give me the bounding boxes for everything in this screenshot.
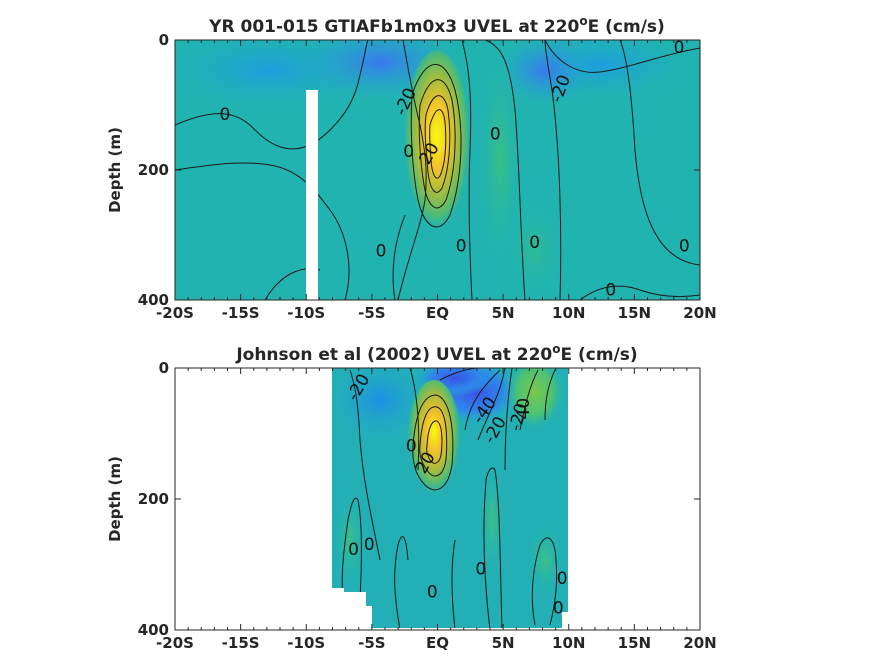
x-tick-label: EQ	[426, 304, 449, 322]
panel-1-field	[175, 40, 700, 300]
x-tick-label: 5N	[492, 304, 515, 322]
panel-1-contour	[175, 162, 350, 300]
panel-2-contour	[544, 369, 556, 421]
panel-1-contour	[424, 95, 451, 193]
panel-2-title: Johnson et al (2002) UVEL at 220oE (cm/s…	[235, 342, 637, 365]
x-tick-label: -15S	[222, 634, 260, 652]
panel-2-contour	[451, 539, 456, 628]
panel-2-title-main: Johnson et al (2002) UVEL at 220	[235, 345, 552, 365]
x-tick-label: 20N	[683, 304, 716, 322]
contour-label: 0	[456, 237, 467, 257]
contour-label: 0	[553, 598, 564, 618]
panel-1-contour	[579, 285, 700, 300]
panel-1-missing-data	[306, 90, 318, 300]
panel-1-title-tail: E (cm/s)	[588, 17, 665, 37]
x-tick-label: -10S	[287, 304, 325, 322]
contour-label: 40	[514, 398, 534, 420]
panel-2-contour	[409, 368, 420, 471]
panel-2-contour	[341, 497, 362, 621]
x-tick-label: 15N	[618, 304, 651, 322]
panel-1-contour	[484, 40, 526, 300]
panel-1-contour	[418, 79, 456, 209]
panel-1-contour	[544, 40, 562, 300]
x-tick-label: -15S	[222, 304, 260, 322]
panel-2-contour	[412, 394, 454, 491]
panel-1-y-axis-label: Depth (m)	[106, 127, 124, 213]
x-tick-label: -10S	[287, 634, 325, 652]
panel-2-contour	[477, 368, 506, 441]
panel-2-eastward-flow	[527, 520, 563, 600]
x-tick-label: -5S	[358, 304, 385, 322]
panel-2-contour	[464, 369, 501, 431]
y-tick-label: 400	[138, 291, 169, 309]
panel-1-title: YR 001-015 GTIAFb1m0x3 UVEL at 220oE (cm…	[208, 14, 665, 37]
contour-label: 0	[376, 241, 387, 261]
panel-2-x-ticks: -20S -15S -10S -5S EQ 5N 10N 15N 20N	[156, 368, 717, 652]
panel-1-contour	[461, 40, 473, 300]
x-tick-label: -20S	[156, 304, 194, 322]
x-tick-label: 20N	[683, 634, 716, 652]
panel-1-contour	[397, 40, 427, 300]
contour-label: 0	[490, 124, 501, 144]
panel-1-contour	[429, 109, 447, 179]
panel-1-westward-flow	[500, 40, 590, 105]
contour-label: 0	[403, 142, 414, 162]
panel-2-contour	[394, 536, 409, 628]
x-tick-label: 10N	[552, 634, 585, 652]
panel-1-contour	[392, 214, 406, 300]
contour-label: 0	[475, 560, 486, 580]
panel-2-contour	[349, 369, 381, 561]
panel-1-undercurrent-core	[403, 50, 471, 240]
panel-1-title-sup: o	[579, 14, 587, 28]
x-tick-label: 10N	[552, 304, 585, 322]
panel-2-contour	[531, 537, 558, 626]
x-tick-label: 5N	[492, 634, 515, 652]
panel-1-title-main: YR 001-015 GTIAFb1m0x3 UVEL at 220	[208, 17, 579, 37]
panel-2-undercurrent-core	[406, 380, 462, 510]
y-tick-label: 400	[138, 621, 169, 639]
x-tick-label: EQ	[426, 634, 449, 652]
contour-label: 0	[406, 437, 417, 457]
contour-label: 0	[529, 233, 540, 253]
panel-2-title-sup: o	[552, 342, 560, 356]
panel-2-contour	[519, 369, 539, 431]
panel-2-contour	[426, 420, 443, 464]
x-tick-label: 15N	[618, 634, 651, 652]
panel-2: Johnson et al (2002) UVEL at 220oE (cm/s…	[106, 342, 717, 652]
panel-1-contour	[175, 40, 369, 150]
panel-2-eastward-flow	[505, 368, 565, 430]
panel-1-contour	[410, 63, 462, 228]
panel-2-field	[332, 368, 568, 628]
panel-1-y-ticks: 0 200 400	[138, 31, 700, 309]
contour-label: 0	[219, 105, 230, 125]
panel-1-eastward-flow	[505, 200, 565, 300]
contour-label: 0	[605, 280, 616, 300]
y-tick-label: 0	[159, 359, 169, 377]
panel-2-contour	[419, 406, 448, 477]
panel-2-contour	[504, 368, 513, 471]
contour-label: 0	[364, 535, 375, 555]
contour-label: 0	[557, 569, 568, 589]
panel-1-x-ticks: -20S -15S -10S -5S EQ 5N 10N 15N 20N	[156, 40, 717, 322]
contour-label: 0	[427, 583, 438, 603]
panel-2-y-axis-label: Depth (m)	[106, 456, 124, 542]
panel-1: YR 001-015 GTIAFb1m0x3 UVEL at 220oE (cm…	[106, 14, 717, 322]
panel-1-contour	[544, 40, 700, 73]
panel-1-eastward-flow	[478, 50, 522, 270]
contour-label: 0	[679, 237, 690, 257]
contour-label: 0	[348, 540, 359, 560]
contour-label: 0	[674, 38, 685, 58]
panel-2-contour	[483, 467, 503, 628]
panel-2-eastward-flow	[334, 490, 366, 590]
y-tick-label: 0	[159, 31, 169, 49]
y-tick-label: 200	[138, 161, 169, 179]
panel-1-contour	[619, 40, 700, 266]
y-tick-label: 200	[138, 490, 169, 508]
panel-2-title-tail: E (cm/s)	[560, 345, 637, 365]
x-tick-label: -20S	[156, 634, 194, 652]
x-tick-label: -5S	[358, 634, 385, 652]
